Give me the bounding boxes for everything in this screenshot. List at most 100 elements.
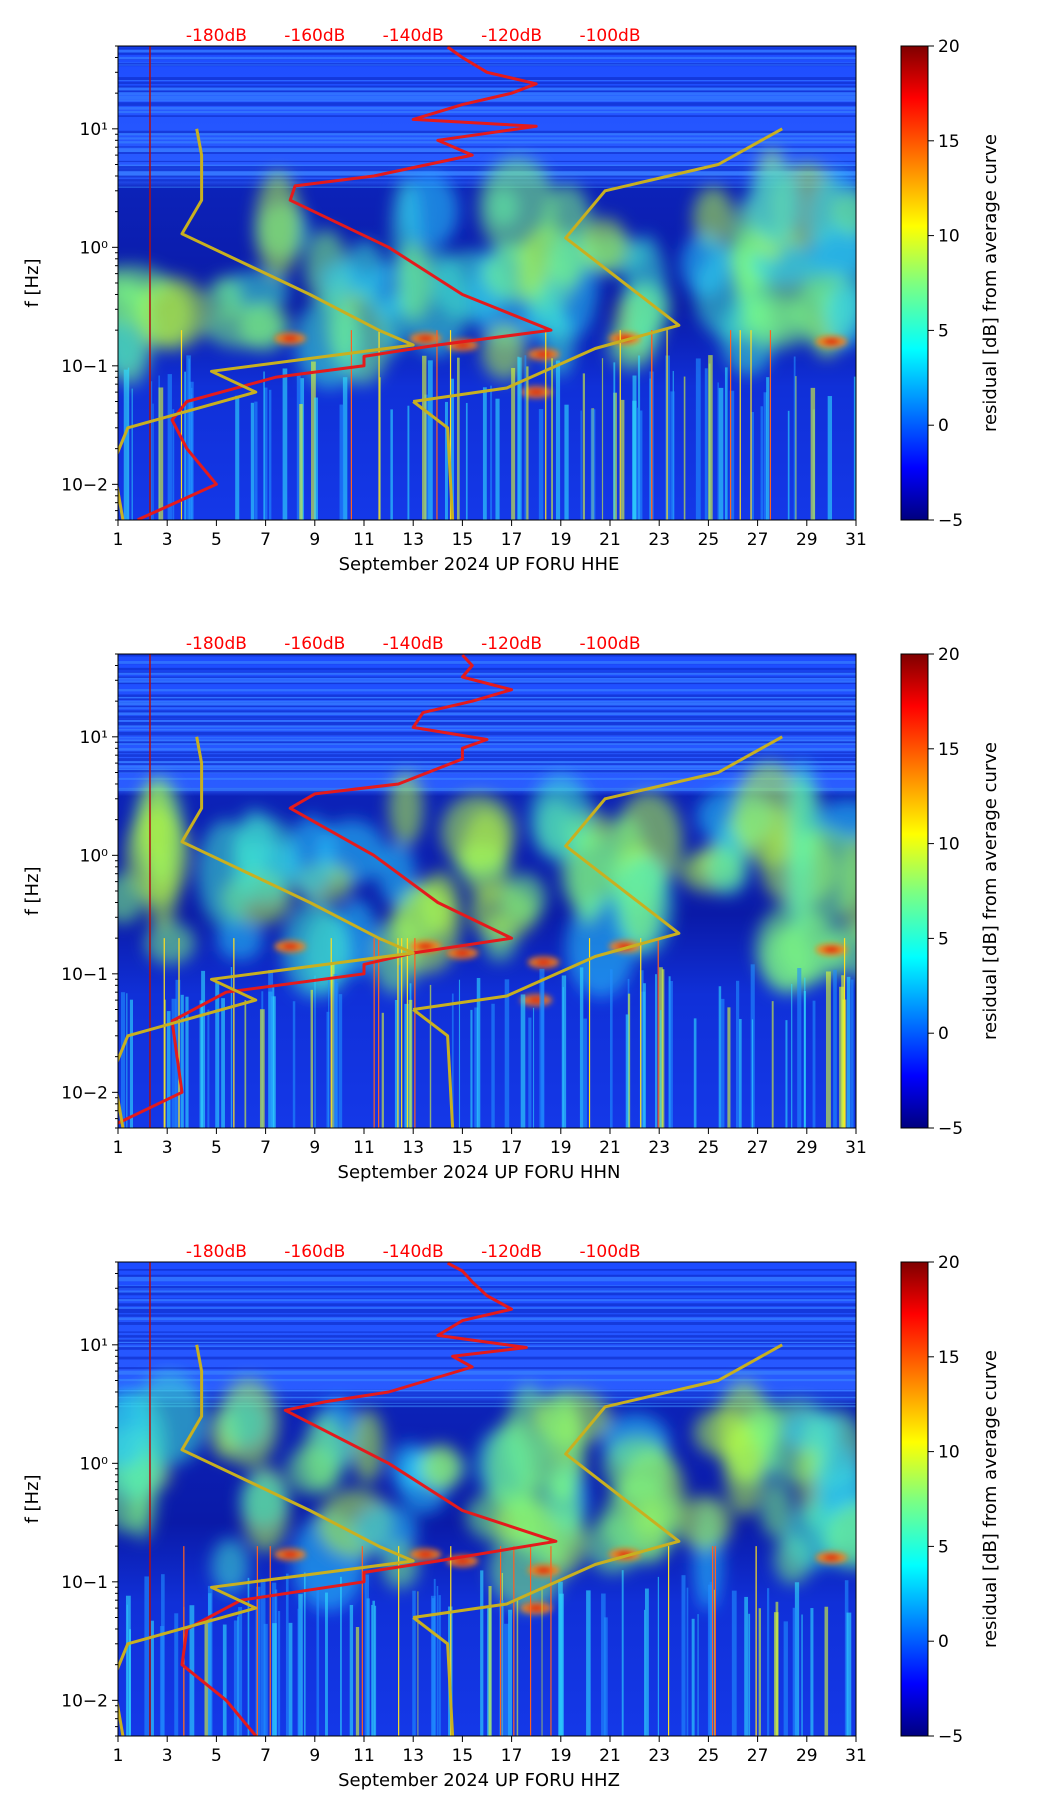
energy-blob [680,233,730,296]
noise-band [118,741,856,744]
streak [144,1576,150,1736]
streak [520,994,526,1128]
noise-band [118,731,856,734]
streak [199,1000,203,1128]
x-tick-label: 11 [353,530,375,550]
streak [131,388,133,520]
streak [508,1609,513,1736]
streak [480,1570,484,1736]
streak [222,1624,227,1736]
noise-band [118,715,856,719]
y-axis-label: f [Hz] [22,258,43,307]
db-label: -140dB [383,1242,444,1262]
streak [271,996,276,1128]
x-tick-label: 21 [599,530,621,550]
streak [338,994,343,1128]
noise-band [118,1299,856,1302]
noise-band [118,81,856,85]
streak [465,402,468,520]
spectrogram [118,46,856,520]
streak [272,1623,277,1736]
red-curve [137,46,553,520]
colorbar-label: residual [dB] from average curve [980,1350,1001,1648]
x-tick-label: 7 [260,1746,271,1766]
db-label: -180dB [186,26,247,46]
streak [683,376,686,520]
noise-band [118,1290,856,1292]
y-tick-label: 10−1 [61,357,108,377]
noise-band [118,771,856,774]
streak [643,1609,646,1736]
streak [640,991,646,1128]
streak [604,1617,608,1736]
streak [451,993,454,1128]
db-label: -100dB [579,1242,640,1262]
streak [491,1003,495,1128]
streak [237,1616,239,1736]
streak [739,1018,742,1128]
streak [533,1007,535,1128]
x-tick-label: 15 [452,530,474,550]
energy-blob [216,919,263,961]
streak [681,1575,686,1736]
energy-blob [396,241,433,321]
energy-blob [390,1442,429,1491]
curves [118,46,783,520]
noise-band [118,710,856,713]
noise-band [118,1389,856,1392]
streak [693,1018,697,1128]
streak [429,984,432,1128]
noise-band [118,737,856,739]
streak [235,395,240,520]
streak [438,1595,441,1736]
streak [451,378,454,520]
streak [490,385,493,520]
noise-band [118,92,856,95]
model-curve [412,1616,455,1736]
streak [186,355,191,520]
hot-core [417,943,434,950]
model-curve [118,736,415,1128]
streak [304,1572,306,1736]
colorbar-gradient [900,45,929,521]
streak [335,982,339,1128]
noise-band [118,698,856,701]
streak [349,1604,354,1736]
x-tick-label: 29 [796,1138,818,1158]
energy-blob [724,1422,765,1516]
x-tick-label: 3 [162,1746,173,1766]
streak [326,1011,330,1128]
streak [785,1020,788,1128]
streak [371,1604,373,1736]
noise-band [118,1391,856,1395]
streak [713,1589,716,1736]
streak [285,1573,289,1736]
energy-blob [785,826,856,922]
spectrogram [118,654,856,1128]
x-tick-label: 23 [648,530,670,550]
streak [555,360,561,520]
streak [316,1588,320,1736]
x-tick-label: 25 [698,530,720,550]
energy-blob [351,1409,385,1483]
noise-band [118,110,856,114]
x-tick-label: 5 [211,530,222,550]
red-curve [180,1262,558,1736]
energy-blob [581,217,628,273]
x-tick-label: 31 [845,530,867,550]
x-tick-label: 17 [501,1138,523,1158]
streak [561,975,567,1128]
hot-spots [274,332,848,399]
noise-band [118,46,856,48]
noise-band [118,149,856,153]
noise-band [118,95,856,99]
noise-band [118,680,856,683]
db-label: -180dB [186,1242,247,1262]
x-tick-label: 13 [402,530,424,550]
streak [282,368,288,520]
x-tick-label: 3 [162,1138,173,1158]
streak [250,402,255,520]
noise-band [118,1308,856,1311]
